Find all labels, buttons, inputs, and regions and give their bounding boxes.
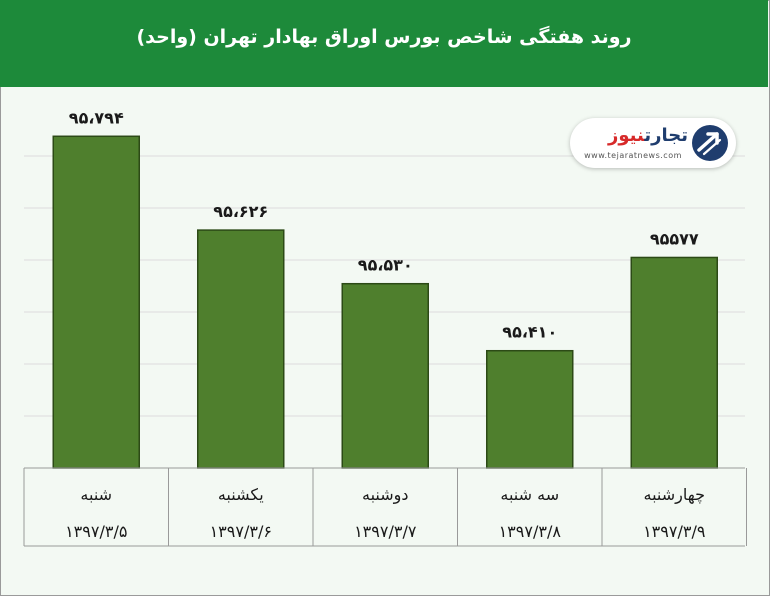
date-label: ۱۳۹۷/۳/۹ xyxy=(643,522,705,541)
chart-title: روند هفتگی شاخص بورس اوراق بهادار تهران … xyxy=(136,26,632,48)
category-label: چهارشنبه xyxy=(643,485,705,505)
logo-name: تجارتنیوز xyxy=(578,125,688,146)
bar xyxy=(486,349,574,469)
bar xyxy=(630,256,718,469)
data-label: ۹۵،۶۲۶ xyxy=(213,202,268,221)
date-label: ۱۳۹۷/۳/۶ xyxy=(210,522,272,541)
data-label: ۹۵۵۷۷ xyxy=(650,229,699,248)
date-label: ۱۳۹۷/۳/۵ xyxy=(65,522,127,541)
category-label: دوشنبه xyxy=(362,485,409,505)
data-label: ۹۵،۷۹۴ xyxy=(69,108,124,127)
logo-name-accent: نیوز xyxy=(608,125,645,146)
date-label: ۱۳۹۷/۳/۷ xyxy=(354,522,417,541)
chart-header: روند هفتگی شاخص بورس اوراق بهادار تهران … xyxy=(0,0,768,87)
bar xyxy=(197,229,285,469)
bar xyxy=(341,282,429,469)
tejarat-news-logo-icon xyxy=(692,125,728,161)
data-label: ۹۵،۴۱۰ xyxy=(502,323,557,342)
logo-url: www.tejaratnews.com xyxy=(584,151,682,160)
tejarat-news-logo: تجارتنیوز www.tejaratnews.com xyxy=(570,118,736,168)
category-label: سه شنبه xyxy=(500,485,559,504)
date-label: ۱۳۹۷/۳/۸ xyxy=(499,522,562,541)
logo-name-main: تجارت xyxy=(644,125,688,146)
category-label: یکشنبه xyxy=(218,485,264,504)
data-label: ۹۵،۵۳۰ xyxy=(358,256,413,275)
bar xyxy=(52,135,140,469)
category-label: شنبه xyxy=(80,485,112,504)
